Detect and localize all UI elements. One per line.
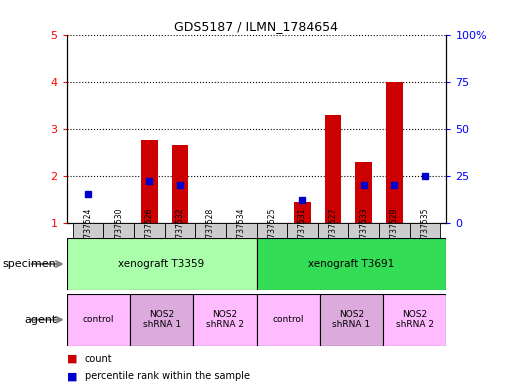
Text: count: count [85,354,112,364]
Bar [386,82,403,223]
Bar [193,294,256,346]
Text: NOS2
shRNA 1: NOS2 shRNA 1 [143,310,181,329]
Text: NOS2
shRNA 1: NOS2 shRNA 1 [332,310,370,329]
Bar [318,223,348,238]
Bar [67,238,256,290]
Text: ■: ■ [67,354,77,364]
Bar [256,223,287,238]
Bar [320,294,383,346]
Text: GSM737535: GSM737535 [420,207,429,254]
Text: NOS2
shRNA 2: NOS2 shRNA 2 [206,310,244,329]
Text: GSM737524: GSM737524 [84,207,93,253]
Bar [171,145,188,223]
Text: ■: ■ [67,371,77,381]
Bar [73,223,104,238]
Bar [134,223,165,238]
Text: NOS2
shRNA 2: NOS2 shRNA 2 [396,310,433,329]
Text: xenograft T3691: xenograft T3691 [308,259,394,269]
Text: specimen: specimen [3,259,56,269]
Bar [409,223,440,238]
Title: GDS5187 / ILMN_1784654: GDS5187 / ILMN_1784654 [174,20,339,33]
Text: GSM737530: GSM737530 [114,207,123,254]
Bar [383,294,446,346]
Text: control: control [83,315,114,324]
Bar [130,294,193,346]
Bar [195,223,226,238]
Bar [165,223,195,238]
Bar [355,162,372,223]
Text: GSM737531: GSM737531 [298,207,307,253]
Text: control: control [272,315,304,324]
Text: GSM737532: GSM737532 [175,207,185,253]
Bar [287,223,318,238]
Bar [325,114,342,223]
Text: GSM737527: GSM737527 [328,207,338,253]
Bar [348,223,379,238]
Text: GSM737525: GSM737525 [267,207,277,253]
Bar [256,238,446,290]
Bar [226,223,256,238]
Text: GSM737529: GSM737529 [390,207,399,253]
Bar [256,294,320,346]
Text: GSM737533: GSM737533 [359,207,368,254]
Bar [379,223,409,238]
Text: percentile rank within the sample: percentile rank within the sample [85,371,250,381]
Text: agent: agent [24,314,56,325]
Text: xenograft T3359: xenograft T3359 [119,259,205,269]
Bar [67,294,130,346]
Bar [141,141,158,223]
Text: GSM737526: GSM737526 [145,207,154,253]
Bar [294,202,311,223]
Text: GSM737528: GSM737528 [206,207,215,253]
Bar [104,223,134,238]
Text: GSM737534: GSM737534 [236,207,246,254]
